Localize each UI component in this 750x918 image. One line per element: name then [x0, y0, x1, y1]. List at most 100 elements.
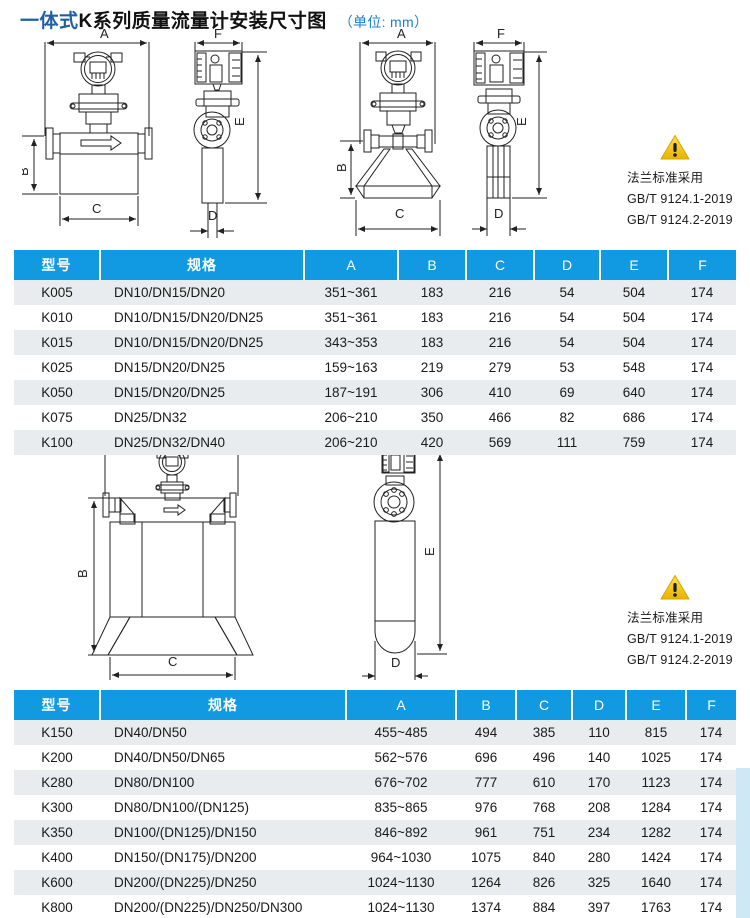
cell-f: 174 [686, 895, 736, 918]
cell-spec: DN80/DN100/(DN125) [100, 795, 346, 820]
cell-b: 1264 [456, 870, 516, 895]
col-header-f: F [668, 250, 736, 280]
cell-a: 835~865 [346, 795, 456, 820]
drawing-row-1: A [0, 26, 750, 248]
warning-triangle-icon [660, 575, 690, 600]
large-meter-side-view: F [362, 436, 562, 688]
table-row: K015 DN10/DN15/DN20/DN25 343~353 183 216 54 50… [14, 330, 736, 355]
svg-text:B: B [22, 167, 31, 176]
cell-model: K280 [14, 770, 100, 795]
cell-a: 964~1030 [346, 845, 456, 870]
cell-f: 174 [668, 355, 736, 380]
cell-d: 54 [534, 330, 600, 355]
cell-c: 751 [516, 820, 572, 845]
cell-a: 562~576 [346, 745, 456, 770]
svg-text:A: A [100, 26, 109, 41]
cell-spec: DN25/DN32 [100, 405, 304, 430]
cell-model: K100 [14, 430, 100, 455]
col-header-b: B [456, 690, 517, 720]
cell-a: 1024~1130 [346, 870, 456, 895]
cell-d: 53 [534, 355, 600, 380]
cell-a: 846~892 [346, 820, 456, 845]
cell-d: 208 [572, 795, 626, 820]
cell-f: 174 [668, 280, 736, 305]
col-header-model: 型号 [14, 690, 101, 720]
cell-f: 174 [686, 745, 736, 770]
cell-d: 69 [534, 380, 600, 405]
svg-text:B: B [75, 569, 90, 578]
table-row: K025 DN15/DN20/DN25 159~163 219 279 53 548 174 [14, 355, 736, 380]
cell-spec: DN40/DN50/DN65 [100, 745, 346, 770]
svg-text:E: E [422, 547, 437, 556]
cell-b: 494 [456, 720, 516, 745]
cell-c: 826 [516, 870, 572, 895]
table-row: K050 DN15/DN20/DN25 187~191 306 410 69 640 174 [14, 380, 736, 405]
cell-f: 174 [686, 820, 736, 845]
cell-b: 350 [398, 405, 466, 430]
table-row: K800 DN200/(DN225)/DN250/DN300 1024~1130 13… [14, 895, 736, 918]
col-header-c: C [516, 690, 573, 720]
table-row: K280 DN80/DN100 676~702 777 610 170 1123 174 [14, 770, 736, 795]
table-row: K600 DN200/(DN225)/DN250 1024~1130 1264 826 3… [14, 870, 736, 895]
col-header-d: D [534, 250, 601, 280]
cell-model: K600 [14, 870, 100, 895]
cell-model: K025 [14, 355, 100, 380]
cell-spec: DN150/(DN175)/DN200 [100, 845, 346, 870]
cell-e: 504 [600, 330, 668, 355]
dimension-table-2: 型号 规格 A B C D E F K150 DN40/DN50 455~485 49… [14, 690, 736, 918]
cell-spec: DN25/DN32/DN40 [100, 430, 304, 455]
cell-b: 306 [398, 380, 466, 405]
cell-b: 183 [398, 330, 466, 355]
cell-e: 1763 [626, 895, 686, 918]
svg-text:F: F [214, 26, 222, 41]
cell-e: 640 [600, 380, 668, 405]
cell-a: 351~361 [304, 280, 398, 305]
cell-spec: DN200/(DN225)/DN250/DN300 [100, 895, 346, 918]
col-header-a: A [304, 250, 399, 280]
cell-f: 174 [686, 770, 736, 795]
cell-model: K150 [14, 720, 100, 745]
cell-d: 170 [572, 770, 626, 795]
cell-f: 174 [668, 380, 736, 405]
cell-b: 183 [398, 280, 466, 305]
cell-f: 174 [668, 330, 736, 355]
svg-text:D: D [208, 208, 217, 223]
cell-f: 174 [686, 870, 736, 895]
cell-a: 343~353 [304, 330, 398, 355]
col-header-spec: 规格 [100, 690, 347, 720]
cell-f: 174 [686, 795, 736, 820]
cell-spec: DN100/(DN125)/DN150 [100, 820, 346, 845]
title-main: K系列质量流量计安装尺寸图 [78, 11, 327, 32]
cell-b: 961 [456, 820, 516, 845]
cell-e: 1123 [626, 770, 686, 795]
cell-a: 1024~1130 [346, 895, 456, 918]
cell-a: 206~210 [304, 405, 398, 430]
cell-spec: DN15/DN20/DN25 [100, 355, 304, 380]
cell-b: 1075 [456, 845, 516, 870]
table-header-row: 型号 规格 A B C D E F [14, 250, 736, 280]
table-row: K100 DN25/DN32/DN40 206~210 420 569 111 759 174 [14, 430, 736, 455]
cell-model: K050 [14, 380, 100, 405]
cell-b: 1374 [456, 895, 516, 918]
table-row: K150 DN40/DN50 455~485 494 385 110 815 174 [14, 720, 736, 745]
col-header-f: F [686, 690, 736, 720]
svg-text:E: E [232, 117, 247, 126]
cell-spec: DN10/DN15/DN20/DN25 [100, 330, 304, 355]
table-row: K075 DN25/DN32 206~210 350 466 82 686 174 [14, 405, 736, 430]
cell-c: 466 [466, 405, 534, 430]
cell-spec: DN80/DN100 [100, 770, 346, 795]
note-line: 法兰标准采用 [627, 171, 704, 185]
svg-text:A: A [397, 26, 406, 41]
note-line: 法兰标准采用 [627, 611, 704, 625]
cell-model: K075 [14, 405, 100, 430]
svg-text:B: B [335, 163, 349, 172]
svg-text:E: E [514, 117, 529, 126]
title-unit: （单位: mm） [338, 14, 429, 30]
note-line: GB/T 9124.2-2019 [627, 653, 733, 667]
svg-text:D: D [494, 206, 503, 221]
cell-c: 496 [516, 745, 572, 770]
cell-c: 216 [466, 330, 534, 355]
cell-f: 174 [686, 845, 736, 870]
table-header-row: 型号 规格 A B C D E F [14, 690, 736, 720]
